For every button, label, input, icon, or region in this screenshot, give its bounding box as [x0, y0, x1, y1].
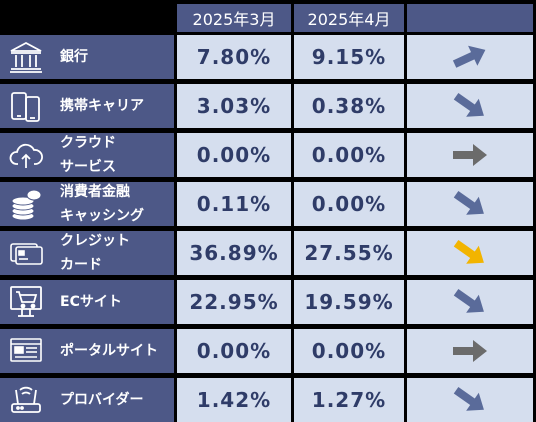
march-value: 22.95% — [177, 280, 291, 324]
table-row: クラウド サービス 0.00% 0.00% — [0, 133, 536, 177]
cloud-upload-icon — [8, 137, 44, 173]
row-label-line1: 消費者金融 — [60, 184, 130, 200]
april-value: 0.00% — [294, 182, 404, 226]
category-cell: クレジット カード — [0, 231, 174, 275]
category-label: プロバイダー — [60, 378, 174, 422]
march-value: 1.42% — [177, 378, 291, 422]
category-cell: プロバイダー — [0, 378, 174, 422]
trend-cell — [407, 231, 533, 275]
april-value: 9.15% — [294, 35, 404, 79]
trend-down-arrow-icon — [453, 288, 484, 313]
row-label: ECサイト — [60, 294, 122, 310]
trend-down-arrow-icon — [453, 239, 484, 264]
category-cell: クラウド サービス — [0, 133, 174, 177]
trend-cell — [407, 182, 533, 226]
april-value: 19.59% — [294, 280, 404, 324]
router-icon — [8, 382, 44, 418]
category-cell: ECサイト — [0, 280, 174, 324]
march-value: 0.00% — [177, 329, 291, 373]
march-value: 0.00% — [177, 133, 291, 177]
trend-cell — [407, 84, 533, 128]
trend-cell — [407, 280, 533, 324]
table-row: 銀行 7.80% 9.15% — [0, 35, 536, 79]
april-value: 0.38% — [294, 84, 404, 128]
category-label: 携帯キャリア — [60, 84, 174, 128]
coins-icon — [8, 186, 44, 222]
category-cell: 携帯キャリア — [0, 84, 174, 128]
trend-down-arrow-icon — [453, 92, 484, 117]
march-value: 3.03% — [177, 84, 291, 128]
trend-flat-arrow-icon — [453, 144, 487, 166]
april-value: 27.55% — [294, 231, 404, 275]
row-label-line2: カード — [60, 257, 102, 273]
header-march: 2025年3月 — [177, 4, 291, 32]
trend-down-arrow-icon — [453, 386, 484, 411]
category-cell: ポータルサイト — [0, 329, 174, 373]
mobile-phone-icon — [8, 88, 44, 124]
row-label: 銀行 — [60, 49, 88, 65]
april-value: 1.27% — [294, 378, 404, 422]
trend-flat-arrow-icon — [453, 340, 487, 362]
row-label: 携帯キャリア — [60, 98, 144, 114]
category-cell: 消費者金融 キャッシング — [0, 182, 174, 226]
header-trend — [407, 4, 533, 32]
shopping-cart-icon — [8, 284, 44, 320]
category-cell: 銀行 — [0, 35, 174, 79]
category-label: ECサイト — [60, 280, 174, 324]
trend-cell — [407, 133, 533, 177]
row-label-line2: サービス — [60, 159, 116, 175]
april-value: 0.00% — [294, 329, 404, 373]
header-april: 2025年4月 — [294, 4, 404, 32]
row-label: プロバイダー — [60, 392, 144, 408]
row-label-line1: クラウド — [60, 135, 116, 151]
category-label: ポータルサイト — [60, 329, 174, 373]
trend-cell — [407, 378, 533, 422]
march-value: 36.89% — [177, 231, 291, 275]
trend-down-arrow-icon — [453, 190, 484, 215]
april-value: 0.00% — [294, 133, 404, 177]
category-label: クラウド サービス — [60, 133, 174, 177]
march-value: 0.11% — [177, 182, 291, 226]
bank-icon — [8, 39, 44, 75]
trend-cell — [407, 35, 533, 79]
march-value: 7.80% — [177, 35, 291, 79]
portal-site-icon — [8, 333, 44, 369]
table-row: ポータルサイト 0.00% 0.00% — [0, 329, 536, 373]
table-row: プロバイダー 1.42% 1.27% — [0, 378, 536, 422]
row-label-line1: クレジット — [60, 233, 130, 249]
table-row: クレジット カード 36.89% 27.55% — [0, 231, 536, 275]
row-label: ポータルサイト — [60, 343, 158, 359]
table-row: 携帯キャリア 3.03% 0.38% — [0, 84, 536, 128]
table-row: ECサイト 22.95% 19.59% — [0, 280, 536, 324]
category-label: 銀行 — [60, 35, 174, 79]
trend-up-arrow-icon — [452, 45, 486, 68]
trend-cell — [407, 329, 533, 373]
category-label: 消費者金融 キャッシング — [60, 182, 174, 226]
table-row: 消費者金融 キャッシング 0.11% 0.00% — [0, 182, 536, 226]
category-label: クレジット カード — [60, 231, 174, 275]
row-label-line2: キャッシング — [60, 208, 144, 224]
credit-card-icon — [8, 235, 44, 271]
